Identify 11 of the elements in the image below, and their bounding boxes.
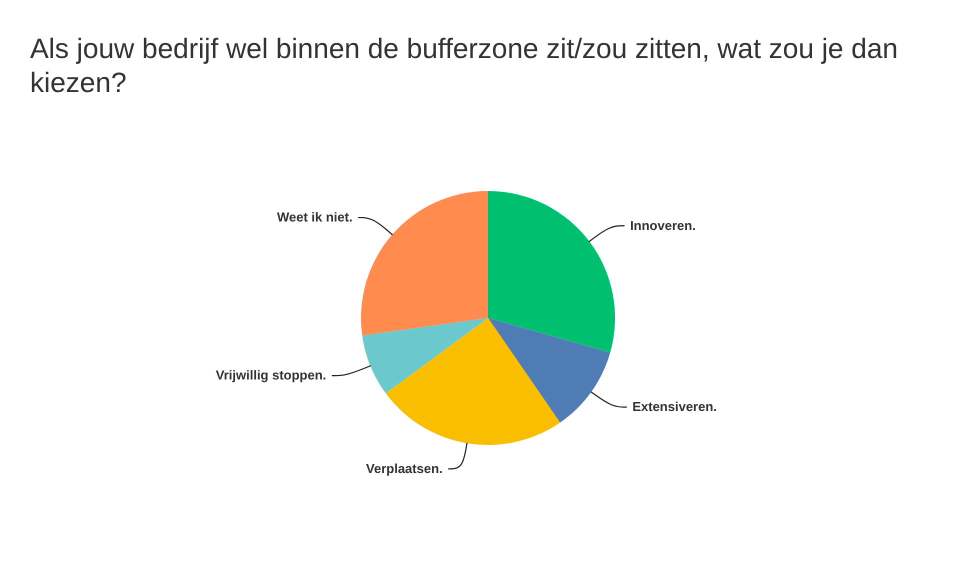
slice-label: Vrijwillig stoppen.: [216, 368, 326, 383]
pie-slice: [361, 191, 488, 336]
slice-label: Extensiveren.: [632, 399, 717, 414]
slice-label: Verplaatsen.: [366, 460, 443, 476]
pie-slice: [488, 318, 610, 423]
pie-slice: [488, 191, 615, 353]
slice-label: Innoveren.: [630, 218, 696, 233]
chart-title: Als jouw bedrijf wel binnen de bufferzone zit/zou zitten, wat zou je dan kiezen?: [30, 33, 898, 98]
pie-slice: [386, 318, 560, 445]
pie-slice: [362, 318, 488, 394]
slice-label: Weet ik niet.: [276, 210, 353, 225]
